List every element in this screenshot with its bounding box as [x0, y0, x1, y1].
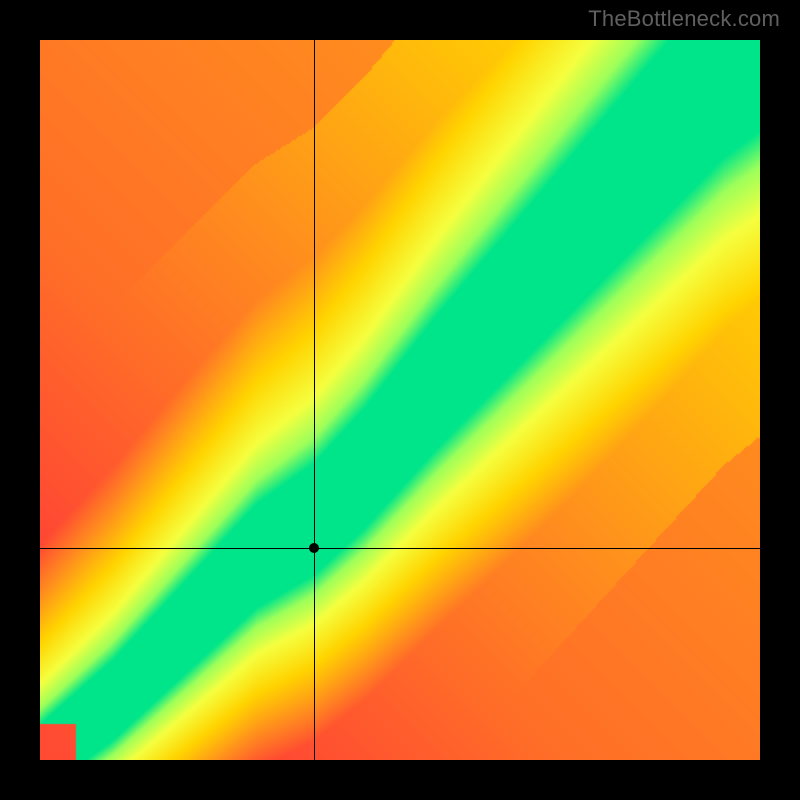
chart-container: TheBottleneck.com	[0, 0, 800, 800]
plot-area	[40, 40, 760, 760]
crosshair-horizontal	[40, 548, 760, 549]
crosshair-marker	[309, 543, 319, 553]
watermark-text: TheBottleneck.com	[588, 6, 780, 32]
heatmap-canvas	[40, 40, 760, 760]
crosshair-vertical	[314, 40, 315, 760]
